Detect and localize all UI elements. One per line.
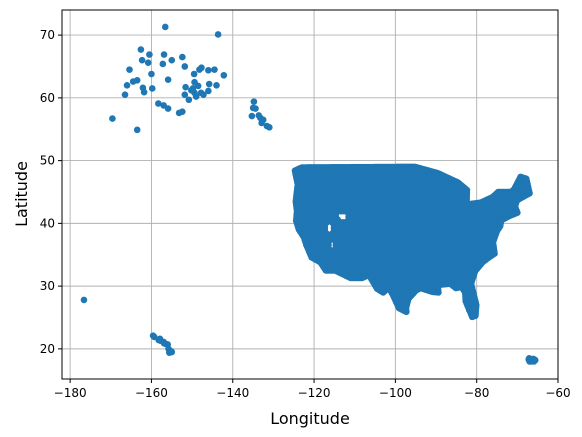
data-point-alaska: [181, 63, 188, 70]
data-point-alaska: [213, 82, 220, 89]
data-point-alaska: [130, 78, 137, 85]
data-point-alaska: [126, 66, 133, 73]
data-point-alaska: [149, 85, 156, 92]
data-point-alaska: [186, 96, 193, 103]
data-point-southeast-alaska: [255, 112, 262, 119]
data-point-alaska: [215, 31, 222, 38]
data-point-hawaii: [166, 349, 173, 356]
data-point-alaska: [140, 85, 147, 92]
data-point-alaska: [191, 79, 198, 86]
y-tick-label: 50: [40, 154, 55, 168]
data-point-alaska: [139, 57, 146, 64]
x-tick-label: −120: [298, 386, 331, 400]
x-tick-label: −160: [135, 386, 168, 400]
data-point-midway: [81, 297, 88, 304]
data-point-hawaii: [157, 336, 164, 343]
data-point-alaska: [205, 67, 212, 74]
x-tick-label: −60: [545, 386, 570, 400]
data-point-alaska: [124, 82, 131, 89]
data-point-alaska: [191, 71, 198, 78]
data-point-southeast-alaska: [249, 113, 256, 120]
y-tick-label: 20: [40, 342, 55, 356]
data-point-alaska: [160, 61, 167, 68]
data-point-southeast-alaska: [266, 124, 273, 131]
x-tick-label: −80: [464, 386, 489, 400]
data-point-alaska: [161, 51, 168, 58]
data-point-contiguous-us: [292, 170, 299, 177]
x-tick-label: −140: [216, 386, 249, 400]
data-point-alaska: [196, 66, 203, 73]
data-point-alaska: [165, 105, 172, 112]
data-point-alaska: [145, 59, 152, 66]
data-point-alaska: [176, 110, 183, 117]
data-point-alaska: [211, 66, 218, 73]
data-point-alaska: [179, 54, 186, 61]
data-point-alaska: [165, 76, 172, 83]
x-tick-label: −180: [54, 386, 87, 400]
data-point-alaska: [122, 91, 129, 98]
y-tick-label: 60: [40, 91, 55, 105]
x-axis-title: Longitude: [270, 409, 350, 428]
data-point-southeast-alaska: [258, 120, 265, 127]
data-point-alaska: [182, 84, 189, 91]
data-point-alaska: [200, 91, 207, 98]
y-axis-title: Latitude: [12, 161, 31, 227]
data-point-alaska: [206, 81, 213, 88]
x-tick-label: −100: [379, 386, 412, 400]
data-point-southeast-alaska: [251, 98, 258, 105]
y-tick-label: 70: [40, 28, 55, 42]
data-point-alaska: [148, 71, 155, 78]
data-point-southeast-alaska: [252, 105, 259, 112]
data-point-alaska: [155, 100, 162, 107]
data-point-alaska: [134, 127, 141, 134]
data-point-alaska: [193, 93, 200, 100]
data-point-alaska: [162, 24, 169, 31]
data-point-alaska: [221, 72, 228, 79]
data-point-alaska: [146, 51, 153, 58]
data-point-alaska: [168, 57, 175, 64]
data-point-alaska: [109, 115, 116, 122]
data-point-alaska: [138, 46, 145, 53]
y-tick-label: 40: [40, 216, 55, 230]
y-tick-label: 30: [40, 279, 55, 293]
data-point-puerto-rico: [531, 358, 538, 365]
